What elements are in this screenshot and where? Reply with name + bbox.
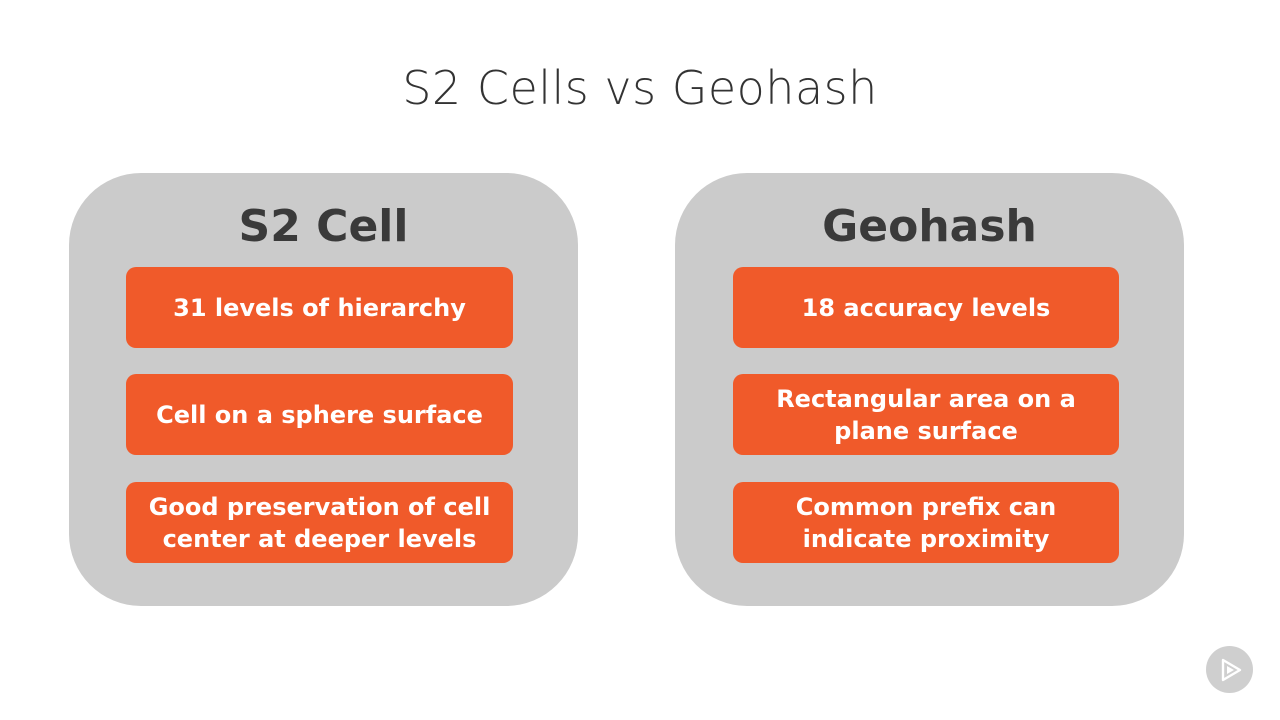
s2-cell-item-hierarchy: 31 levels of hierarchy: [126, 267, 513, 348]
geohash-heading: Geohash: [822, 201, 1037, 252]
s2-cell-item-sphere: Cell on a sphere surface: [126, 374, 513, 455]
play-logo-glyph: [1221, 658, 1241, 681]
s2-cell-heading: S2 Cell: [238, 201, 409, 252]
slide-title: S2 Cells vs Geohash: [402, 61, 878, 115]
geohash-item-accuracy: 18 accuracy levels: [733, 267, 1119, 348]
geohash-item-prefix: Common prefix can indicate proximity: [733, 482, 1119, 563]
geohash-item-rectangular: Rectangular area on a plane surface: [733, 374, 1119, 455]
play-logo-icon: [1206, 646, 1253, 693]
geohash-panel: Geohash 18 accuracy levels Rectangular a…: [675, 173, 1184, 606]
s2-cell-item-preservation: Good preservation of cell center at deep…: [126, 482, 513, 563]
s2-cell-panel: S2 Cell 31 levels of hierarchy Cell on a…: [69, 173, 578, 606]
